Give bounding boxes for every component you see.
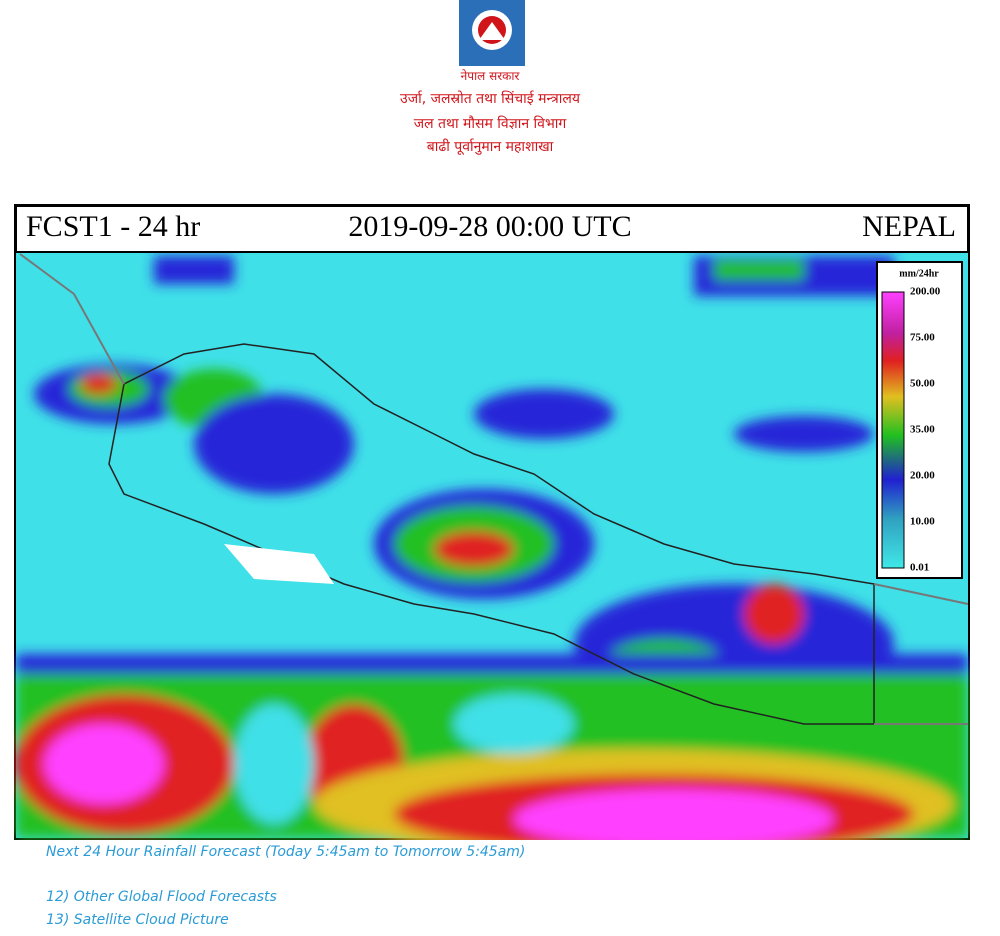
forecast-map: FCST1 - 24 hr 2019-09-28 00:00 UTC NEPAL…: [14, 204, 970, 840]
legend: mm/24hr 200.00 75.00 50.00 35.00 20.00 10.00 0…: [876, 261, 963, 579]
legend-label: 35.00: [910, 424, 935, 436]
caption: Next 24 Hour Rainfall Forecast (Today 5:…: [46, 844, 526, 860]
map-date: 2019-09-28 00:00 UTC: [348, 210, 631, 243]
link[interactable]: 13) Satellite Cloud Picture: [46, 912, 229, 928]
legend-label: 200.00: [910, 286, 941, 298]
legend-title: mm/24hr: [899, 268, 939, 279]
header-line: नेपाल सरकार: [460, 69, 520, 83]
header-line: उर्जा, जलस्रोत तथा सिंचाई मन्त्रालय: [400, 91, 580, 107]
legend-label: 10.00: [910, 516, 935, 528]
map-title: FCST1 - 24 hr: [26, 210, 200, 243]
legend-label: 0.01: [910, 562, 929, 574]
header-line: बाढी पूर्वानुमान महाशाखा: [426, 139, 554, 155]
header-line: जल तथा मौसम विज्ञान विभाग: [413, 116, 567, 132]
legend-label: 50.00: [910, 378, 935, 390]
legend-label: 20.00: [910, 470, 935, 482]
map-area: [14, 252, 969, 840]
link[interactable]: 12) Other Global Flood Forecasts: [46, 889, 277, 905]
map-region: NEPAL: [862, 210, 956, 243]
emblem: [459, 0, 525, 66]
legend-label: 75.00: [910, 332, 935, 344]
